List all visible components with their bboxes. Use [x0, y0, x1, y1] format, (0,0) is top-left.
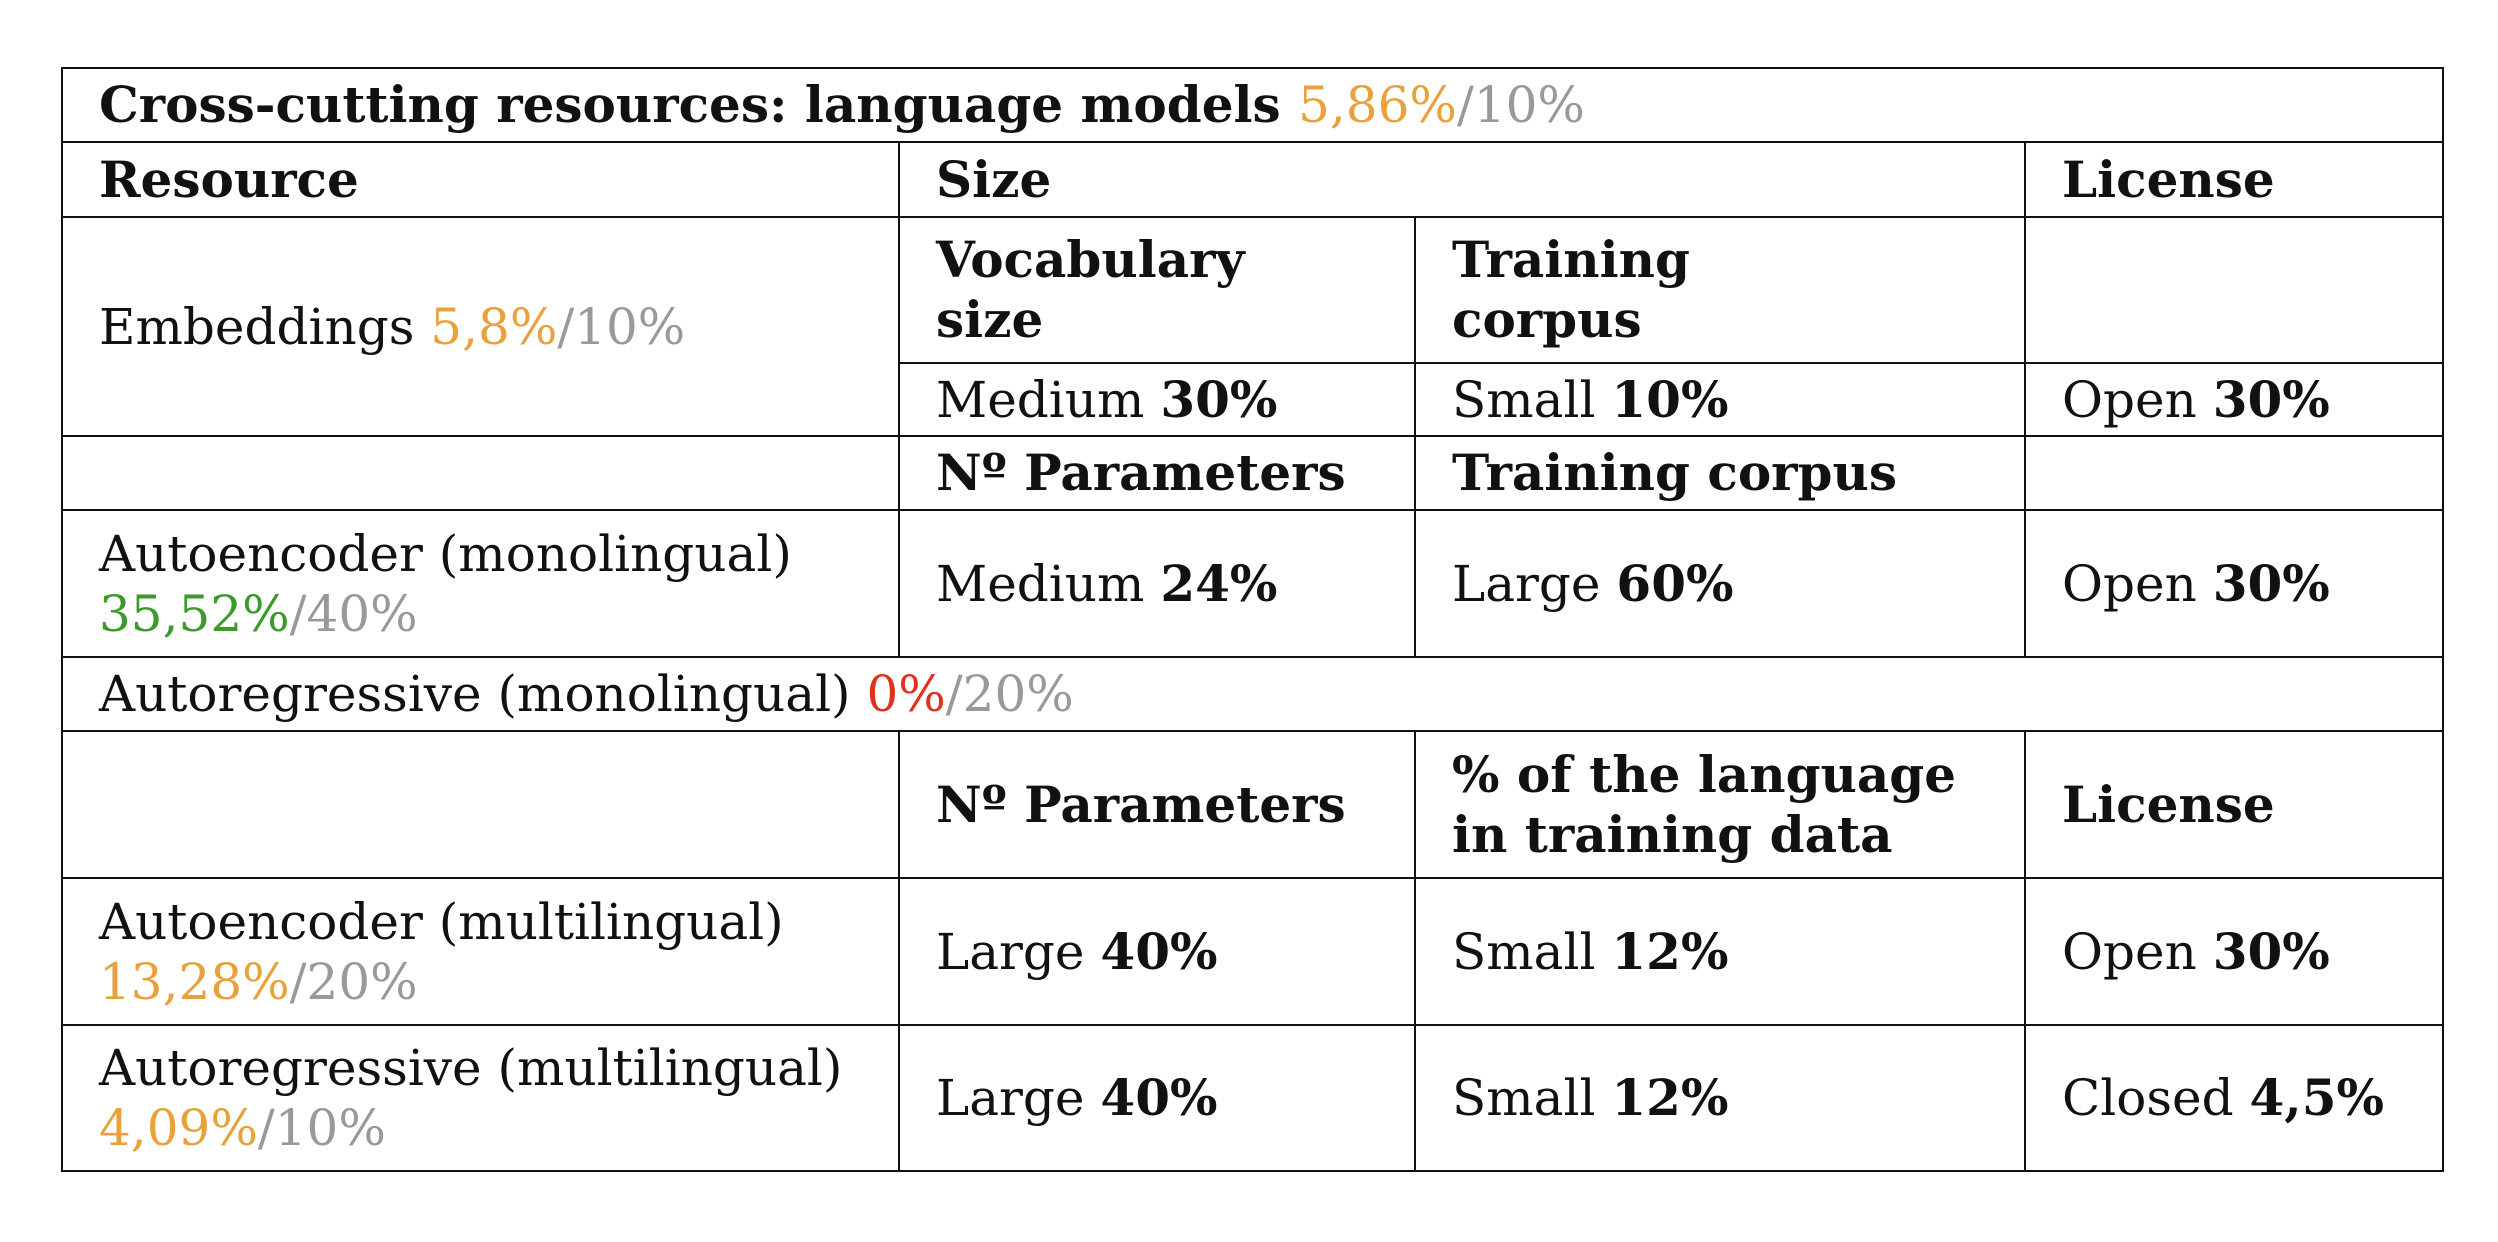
column-header: Resource [61, 141, 900, 218]
value-cell: Small 12% [1414, 877, 2026, 1026]
title: Cross-cutting resources: language models [99, 75, 1281, 134]
score: 5,8% [430, 297, 558, 356]
value-label: Open [2062, 554, 2197, 613]
max-score: /20% [945, 665, 1074, 723]
max-score: /10% [557, 297, 686, 356]
value: 30% [1160, 369, 1278, 429]
sub-header: Training corpus [1414, 435, 2026, 511]
value-cell: Large 40% [898, 877, 1416, 1026]
score: 35,52% [99, 584, 290, 643]
value: 30% [2212, 553, 2330, 613]
value-label: Medium [936, 370, 1145, 429]
empty-cell [61, 730, 900, 879]
value: 40% [1100, 1068, 1218, 1127]
value-cell: Open 30% [2023, 362, 2445, 437]
sub-header: Nº Parameters [898, 435, 1416, 511]
resource-cell: Autoregressive (monolingual) 0%/20% [60, 656, 2445, 732]
value: 30% [2212, 921, 2330, 981]
value-cell: Open 30% [2023, 877, 2445, 1026]
value: 4,5% [2249, 1068, 2385, 1127]
value-label: Large [936, 1069, 1085, 1127]
resource-cell: Autoencoder (monolingual) 35,52%/40% [61, 509, 900, 658]
value-label: Open [2062, 922, 2197, 981]
resource-name: Autoregressive (multilingual) [99, 1039, 843, 1097]
score: 0% [866, 665, 946, 723]
value-label: Large [1452, 554, 1601, 613]
value-label: Small [1452, 1069, 1596, 1127]
value-cell: Large 40% [898, 1024, 1416, 1172]
value-label: Small [1452, 370, 1596, 429]
sub-header: Training corpus [1414, 216, 2026, 364]
column-header: License [2023, 141, 2445, 218]
value: 60% [1616, 553, 1734, 613]
sub-header: Vocabulary size [898, 216, 1416, 364]
resource-name: Autoencoder (multilingual) [99, 892, 784, 951]
sub-header: License [2023, 730, 2445, 879]
sub-header-text: Training corpus [1452, 230, 1690, 349]
empty-cell [2023, 435, 2445, 511]
value-cell: Small 12% [1414, 1024, 2026, 1172]
column-header: Size [898, 141, 2026, 218]
title-cell: Cross-cutting resources: language models… [60, 67, 2445, 143]
value-label: Open [2062, 370, 2197, 429]
score: 4,09% [99, 1099, 258, 1157]
resource-name: Embeddings [99, 297, 415, 356]
value-cell: Small 10% [1414, 362, 2026, 437]
sub-header: Nº Parameters [898, 730, 1416, 879]
value: 40% [1100, 921, 1218, 981]
sub-header: % of the language in training data [1414, 730, 2026, 879]
max-score: /10% [1456, 76, 1585, 134]
resource-cell: Autoregressive (multilingual) 4,09%/10% [61, 1024, 900, 1172]
value: 10% [1611, 369, 1729, 429]
value-label: Small [1452, 922, 1596, 981]
resource-name: Autoregressive (monolingual) [99, 665, 851, 723]
empty-cell [2023, 216, 2445, 364]
value-label: Medium [936, 554, 1145, 613]
value-cell: Open 30% [2023, 509, 2445, 658]
value-cell: Medium 30% [898, 362, 1416, 437]
resource-name: Autoencoder (monolingual) [99, 524, 792, 583]
value-label: Closed [2062, 1069, 2234, 1127]
score: 13,28% [99, 952, 290, 1011]
value-cell: Medium 24% [898, 509, 1416, 658]
value: 30% [2212, 369, 2330, 429]
value-label: Large [936, 922, 1085, 981]
value: 12% [1611, 921, 1729, 981]
value-cell: Closed 4,5% [2023, 1024, 2445, 1172]
resource-cell: Embeddings 5,8%/10% [61, 216, 900, 437]
score: 5,86% [1298, 76, 1457, 134]
empty-cell [61, 435, 900, 511]
max-score: /40% [289, 584, 418, 643]
value-cell: Large 60% [1414, 509, 2026, 658]
value: 12% [1611, 1068, 1729, 1127]
max-score: /20% [289, 952, 418, 1011]
resource-table: Cross-cutting resources: language models… [60, 67, 2445, 1172]
value: 24% [1160, 553, 1278, 613]
resource-cell: Autoencoder (multilingual) 13,28%/20% [61, 877, 900, 1026]
max-score: /10% [257, 1099, 386, 1157]
sub-header-text: Vocabulary size [936, 230, 1245, 349]
